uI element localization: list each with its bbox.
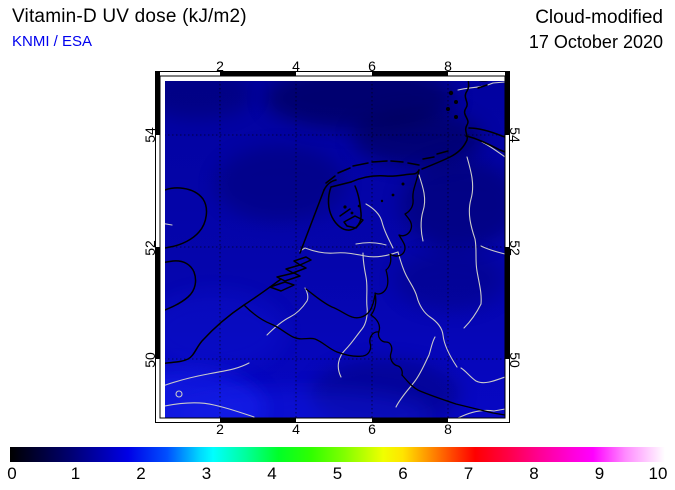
coast-holland [299, 189, 325, 254]
wadden-island [371, 160, 388, 163]
coast-france-belgium [165, 278, 282, 364]
delta-island [269, 281, 295, 292]
coast-friesland-groningen [350, 169, 420, 183]
map-svg [155, 71, 510, 423]
afsluitdijk [330, 181, 352, 188]
markermeer-dike [339, 208, 351, 217]
graticule-layer [165, 81, 505, 418]
lon-tick-bottom-6: 6 [368, 421, 376, 437]
elbe-estuary-north [468, 127, 506, 138]
colorbar-label-9: 9 [594, 464, 605, 483]
colorbar-label-1: 1 [70, 464, 81, 483]
page-title: Vitamin-D UV dose (kJ/m2) [12, 6, 247, 27]
coastline-layer [165, 81, 506, 416]
colorbar-label-5: 5 [332, 464, 343, 483]
wadden-island [390, 160, 404, 163]
colorbar-label-8: 8 [529, 464, 539, 483]
wadden-island [325, 175, 336, 184]
colorbar-label-0: 0 [7, 464, 17, 483]
island [477, 84, 488, 89]
wadden-island [337, 167, 351, 174]
coast-top-right [478, 81, 489, 82]
wadden-island [407, 162, 420, 166]
border-nl-de [370, 169, 420, 316]
border-be-nl [305, 288, 376, 319]
river-layer [165, 81, 506, 419]
lon-tick-bottom-8: 8 [444, 421, 452, 437]
product-mode-label: Cloud-modified [535, 7, 663, 28]
map-frame-zebra [155, 71, 510, 423]
ijsselmeer-outline [327, 185, 362, 231]
colorbar-gradient [10, 447, 665, 462]
header-right: Cloud-modified 17 October 2020 [529, 6, 663, 54]
delta-island [285, 264, 307, 274]
colorbar-label-7: 7 [463, 464, 474, 483]
wadden-island [436, 150, 449, 155]
flevoland-outline [343, 215, 364, 229]
lakes-and-islets [343, 90, 458, 215]
coast-german-bight [421, 81, 470, 170]
delta-island [276, 272, 301, 282]
coast-east-anglia [165, 187, 208, 249]
border-be-de-lu [370, 314, 403, 376]
coast-kent [165, 260, 197, 311]
elbe-estuary-south [465, 135, 506, 153]
lon-tick-top-8: 8 [444, 58, 452, 74]
colorbar-label-3: 3 [201, 464, 212, 483]
map-field [165, 81, 510, 423]
coast-den-helder [323, 179, 337, 191]
wadden-island [422, 156, 435, 160]
border-fr-be [243, 304, 380, 357]
lon-tick-bottom-4: 4 [292, 421, 300, 437]
product-date-label: 17 October 2020 [528, 32, 663, 52]
lon-tick-top-6: 6 [368, 58, 376, 74]
colorbar-label-4: 4 [267, 464, 277, 483]
delta-island [293, 256, 312, 266]
cloud-shading-layer [165, 81, 510, 423]
lon-tick-bottom-2: 2 [216, 421, 224, 437]
lon-tick-top-4: 4 [292, 58, 300, 74]
credit-line: KNMI / ESA [12, 33, 93, 50]
lon-tick-top-2: 2 [216, 58, 224, 74]
colorbar-label-2: 2 [136, 464, 146, 483]
colorbar-label-10: 10 [648, 464, 668, 483]
wadden-island [352, 162, 369, 167]
border-fr-de [401, 374, 506, 416]
colorbar-label-6: 6 [398, 464, 408, 483]
